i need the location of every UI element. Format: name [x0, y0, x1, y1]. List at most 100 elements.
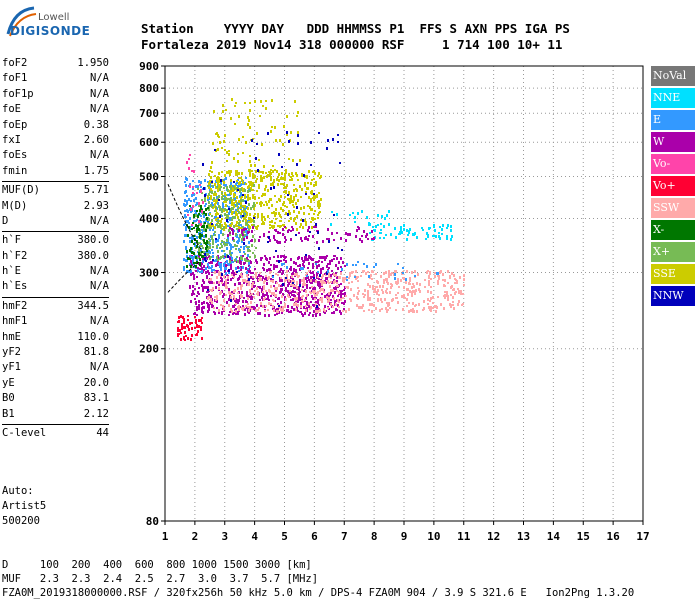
data-point: [205, 213, 207, 216]
data-point: [186, 265, 188, 268]
data-point: [198, 202, 200, 205]
data-point: [270, 295, 272, 297]
data-point: [282, 272, 284, 274]
data-point: [243, 281, 245, 284]
data-point: [221, 273, 223, 276]
data-point: [223, 226, 225, 229]
data-point: [273, 265, 275, 268]
data-point: [285, 190, 287, 192]
data-point: [239, 190, 241, 193]
data-point: [214, 183, 216, 186]
data-point: [232, 207, 234, 210]
data-point: [199, 233, 201, 236]
data-point: [300, 311, 302, 313]
data-point: [199, 236, 201, 239]
data-point: [309, 308, 311, 310]
data-point: [201, 337, 203, 340]
data-point: [338, 301, 340, 303]
data-point: [285, 212, 287, 215]
data-point: [293, 286, 295, 289]
param-name: yF2: [2, 346, 21, 359]
data-point: [231, 222, 233, 225]
data-point: [191, 240, 193, 243]
param-value: 380.0: [77, 249, 109, 262]
data-point: [271, 99, 273, 102]
data-point: [303, 174, 305, 177]
data-point: [206, 225, 208, 228]
data-point: [290, 291, 292, 294]
data-point: [402, 308, 404, 311]
data-point: [363, 310, 365, 312]
data-point: [194, 210, 196, 212]
param-name: M(D): [2, 199, 28, 212]
param-row: h`Es N/A: [2, 279, 109, 294]
data-point: [234, 259, 236, 262]
data-point: [277, 225, 279, 227]
data-point: [344, 292, 346, 295]
data-point: [297, 131, 299, 134]
data-point: [236, 245, 238, 247]
data-point: [204, 194, 206, 197]
data-point: [248, 225, 250, 228]
data-point: [206, 217, 208, 220]
data-point: [289, 201, 291, 204]
data-point: [256, 202, 258, 204]
data-point: [273, 300, 275, 302]
data-point: [201, 199, 203, 201]
data-point: [411, 295, 413, 297]
data-point: [185, 184, 187, 187]
data-point: [250, 261, 252, 264]
data-point: [197, 225, 199, 228]
data-point: [241, 232, 243, 234]
data-point: [296, 228, 298, 231]
data-point: [238, 172, 240, 175]
data-point: [194, 298, 196, 300]
data-point: [208, 279, 210, 281]
data-point: [232, 261, 234, 263]
footer-muf-row: MUF 2.3 2.3 2.4 2.5 2.7 3.0 3.7 5.7 [MHz…: [2, 573, 319, 585]
data-point: [262, 305, 264, 308]
data-point: [340, 298, 342, 301]
data-point: [240, 197, 242, 199]
data-point: [301, 296, 303, 299]
data-point: [412, 290, 414, 293]
data-point: [452, 301, 454, 303]
data-point: [411, 286, 413, 289]
data-point: [201, 210, 203, 213]
data-point: [234, 244, 236, 247]
data-point: [268, 207, 270, 209]
data-point: [341, 268, 343, 271]
data-point: [218, 309, 220, 312]
data-point: [361, 210, 363, 213]
data-point: [225, 204, 227, 207]
data-point: [198, 252, 200, 255]
data-point: [250, 164, 252, 167]
data-point: [296, 292, 298, 294]
data-point: [344, 265, 346, 267]
data-point: [327, 280, 329, 283]
data-point: [220, 182, 222, 185]
data-point: [229, 232, 231, 234]
data-point: [287, 305, 289, 308]
data-point: [340, 266, 342, 268]
param-value: N/A: [90, 280, 109, 293]
data-point: [243, 228, 245, 231]
data-point: [254, 164, 256, 167]
param-value: N/A: [90, 361, 109, 374]
data-point: [203, 269, 205, 271]
data-point: [254, 255, 256, 258]
data-point: [223, 250, 225, 252]
data-point: [221, 147, 223, 149]
data-point: [200, 205, 202, 208]
data-point: [297, 111, 299, 114]
data-point: [245, 211, 247, 213]
data-point: [249, 270, 251, 273]
data-point: [189, 285, 191, 288]
data-point: [345, 295, 347, 297]
data-point: [289, 179, 291, 181]
data-point: [460, 291, 462, 293]
data-point: [300, 223, 302, 226]
data-point: [257, 215, 259, 218]
data-point: [205, 203, 207, 205]
data-point: [256, 143, 258, 145]
